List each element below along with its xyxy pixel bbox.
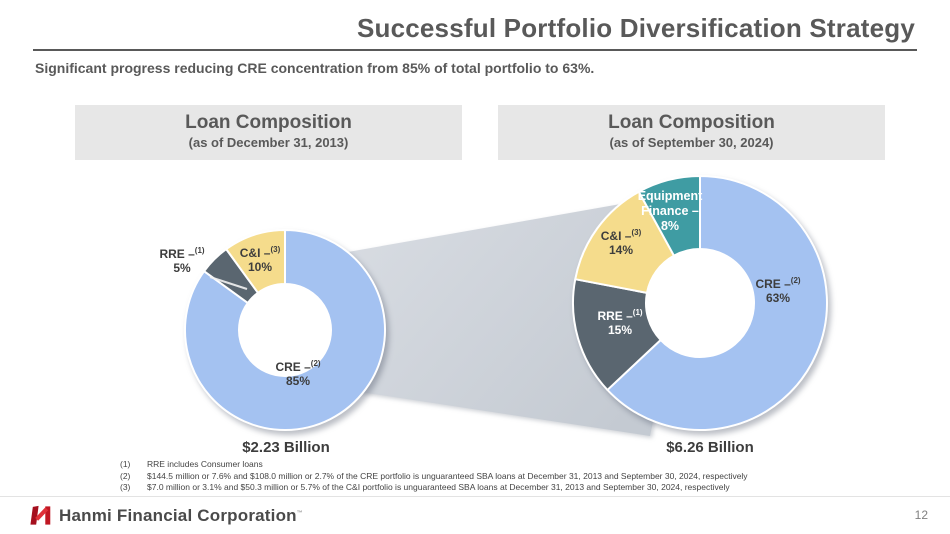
footnote-marker: (1) xyxy=(632,308,643,317)
panel-title: Loan Composition xyxy=(185,112,352,133)
footnote-1: (1) RRE includes Consumer loans xyxy=(120,459,263,469)
footnote-marker: (1) xyxy=(194,246,205,255)
slice-label-ci-2013: C&I –(3) 10% xyxy=(239,245,281,275)
donut-hole xyxy=(237,282,333,378)
donut-hole xyxy=(644,247,756,359)
slice-cre xyxy=(184,229,386,431)
slice-cre xyxy=(606,175,828,431)
trademark: ™ xyxy=(296,509,303,516)
brand-name: Hanmi Financial Corporation™ xyxy=(59,505,303,525)
footnote-2: (2) $144.5 million or 7.6% and $108.0 mi… xyxy=(120,470,748,481)
panel-header-2013: Loan Composition (as of December 31, 201… xyxy=(75,105,462,160)
footnote-marker: (2) xyxy=(790,276,801,285)
title-underline xyxy=(33,49,917,51)
brand-block: Hanmi Financial Corporation™ xyxy=(29,504,303,527)
page-number: 12 xyxy=(914,508,928,522)
footnote-3: (3) $7.0 million or 3.1% and $50.3 milli… xyxy=(120,482,730,492)
footnotes: (1) RRE includes Consumer loans (2) $144… xyxy=(120,459,748,494)
slice-c-i xyxy=(225,229,286,294)
slice-label-ci-2024: C&I –(3) 14% xyxy=(600,228,642,258)
slice-label-equipment-finance-2024: Equipment Finance – 8% xyxy=(637,189,703,233)
slice-label-rre-2013: RRE –(1) 5% xyxy=(159,246,205,276)
total-2024: $6.26 Billion xyxy=(666,439,754,456)
rre-leader-line xyxy=(209,276,248,290)
slide-subtitle: Significant progress reducing CRE concen… xyxy=(35,60,595,76)
slice-label-cre-2013: CRE –(2) 85% xyxy=(275,359,321,389)
panel-subtitle: (as of September 30, 2024) xyxy=(609,135,774,150)
panel-subtitle: (as of December 31, 2013) xyxy=(188,135,349,150)
total-2013: $2.23 Billion xyxy=(242,439,330,456)
panel-title: Loan Composition xyxy=(608,112,775,133)
slice-label-rre-2024: RRE –(1) 15% xyxy=(597,308,643,338)
hanmi-logo-icon xyxy=(30,505,51,525)
panel-header-2024: Loan Composition (as of September 30, 20… xyxy=(498,105,885,160)
slice-equipment-finance xyxy=(637,175,701,257)
slice-label-cre-2024: CRE –(2) 63% xyxy=(755,276,801,306)
footnote-marker: (2) xyxy=(310,359,321,368)
footnote-marker: (3) xyxy=(631,228,642,237)
page-title: Successful Portfolio Diversification Str… xyxy=(356,13,915,43)
footer: Hanmi Financial Corporation™ 12 xyxy=(0,496,950,534)
donut-chart-2013 xyxy=(184,229,386,431)
footnote-marker: (3) xyxy=(270,245,281,254)
donut-chart-2024 xyxy=(572,175,828,431)
